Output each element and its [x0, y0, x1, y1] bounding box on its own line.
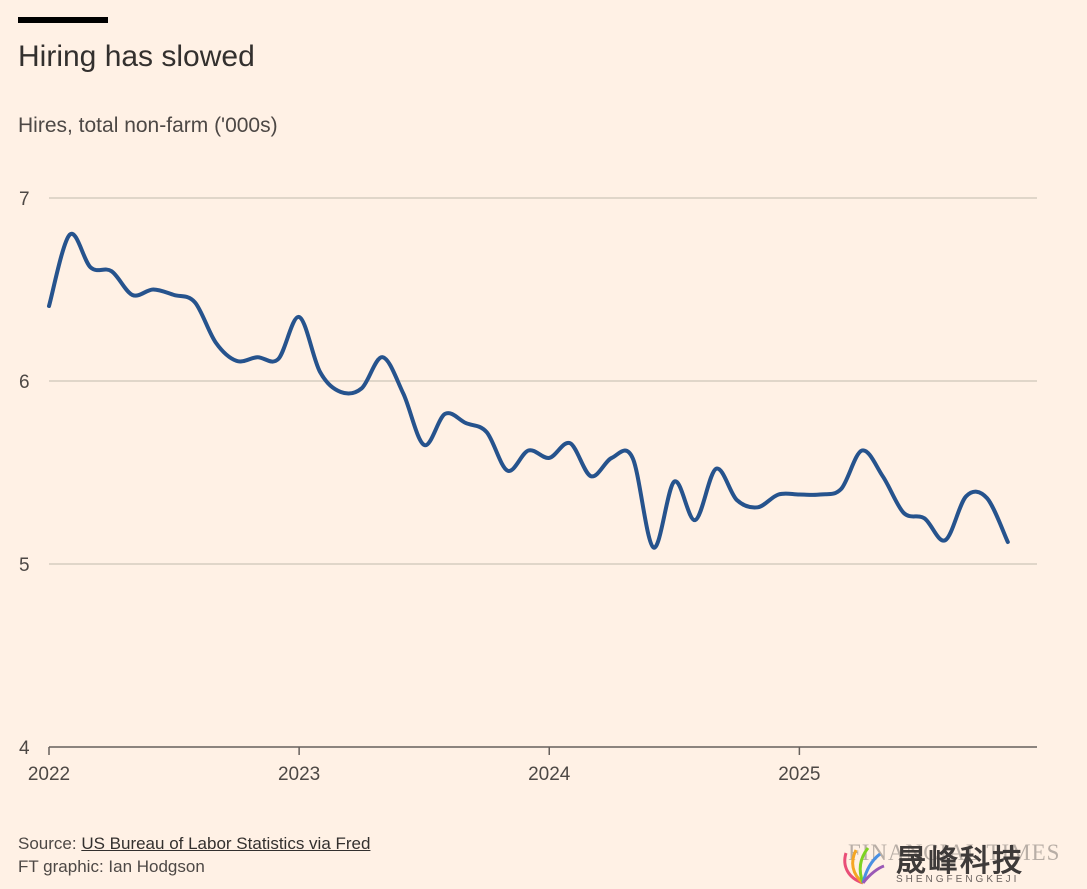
y-tick-label: 7 [19, 189, 30, 210]
chart-title: Hiring has slowed [18, 40, 255, 73]
chart-footer: Source: US Bureau of Labor Statistics vi… [18, 832, 370, 878]
graphic-credit: FT graphic: Ian Hodgson [18, 857, 205, 876]
watermark: FINANCIAL TIMES 晟峰科技 SHENGFENGKEJI [838, 834, 1078, 886]
source-prefix: Source: [18, 834, 82, 853]
source-link[interactable]: US Bureau of Labor Statistics via Fred [81, 834, 371, 853]
x-tick-label: 2022 [28, 764, 70, 785]
y-tick-label: 6 [19, 372, 30, 393]
watermark-english: FINANCIAL TIMES [848, 840, 1061, 865]
x-tick-label: 2025 [778, 764, 820, 785]
y-tick-label: 5 [19, 555, 30, 576]
watermark-chinese: 晟峰科技 [896, 845, 1024, 878]
chart-subtitle: Hires, total non-farm ('000s) [18, 114, 278, 137]
brand-top-bar [18, 17, 108, 23]
x-tick-label: 2023 [278, 764, 320, 785]
y-tick-label: 4 [19, 738, 30, 759]
watermark-pinyin: SHENGFENGKEJI [896, 874, 1020, 885]
x-tick-label: 2024 [528, 764, 571, 785]
watermark-logo-icon [843, 847, 885, 885]
source-line: Source: US Bureau of Labor Statistics vi… [18, 832, 370, 855]
series-line-hires [47, 231, 1010, 550]
